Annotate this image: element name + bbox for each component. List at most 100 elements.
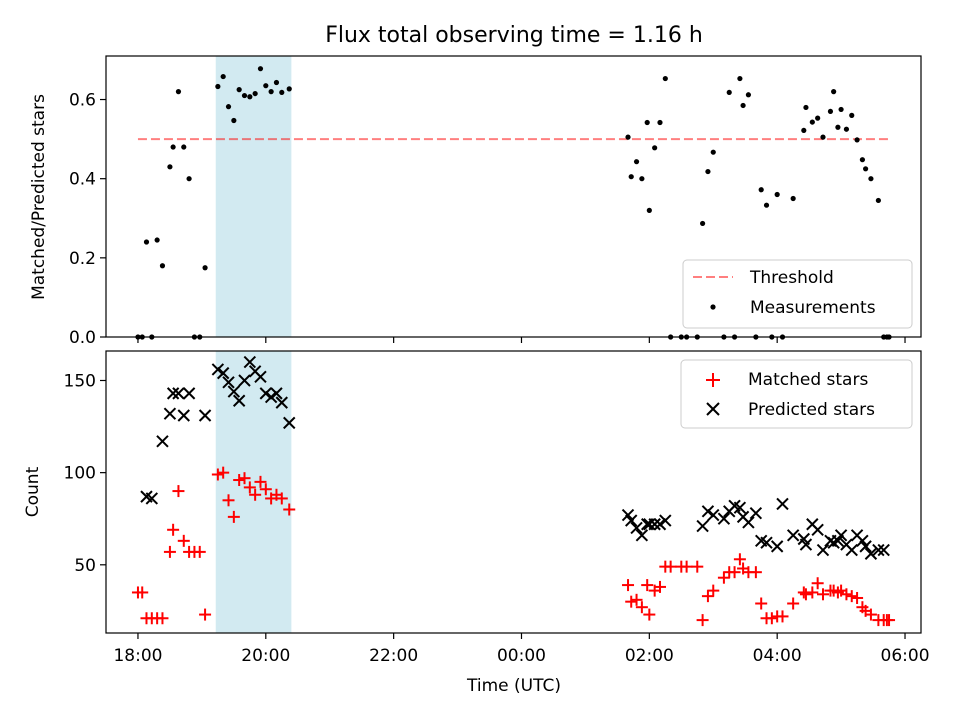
predicted-star-point — [156, 435, 169, 448]
predicted-star-point — [259, 387, 273, 400]
measurement-point — [700, 220, 706, 227]
predicted-star-point — [859, 540, 872, 553]
x-tick-label: 22:00 — [369, 646, 418, 666]
legend-measurements-label: Measurements — [750, 298, 876, 318]
measurement-point — [868, 176, 874, 182]
top-highlight-span — [215, 56, 292, 337]
matched-star-point — [749, 566, 762, 579]
measurement-point — [849, 112, 855, 118]
measurement-point — [215, 83, 221, 90]
predicted-star-point — [643, 518, 656, 531]
count-panel: 50 100 150 18:00 20:00 22:00 00:00 02:00 04:00 0… — [23, 350, 930, 696]
matched-star-point — [233, 474, 246, 487]
matched-star-point — [717, 571, 730, 584]
measurement-point — [710, 149, 716, 155]
top-legend-box — [682, 259, 913, 329]
x-tick-label: 00:00 — [497, 646, 546, 666]
legend-predicted-swatch — [706, 402, 720, 416]
chart-title: Flux total observing time = 1.16 h — [325, 23, 703, 48]
measurement-point — [143, 239, 150, 245]
predicted-star-point — [243, 355, 257, 369]
predicted-star-point — [648, 518, 661, 531]
predicted-star-point — [864, 547, 878, 560]
matched-star-point — [254, 475, 267, 488]
predicted-star-point — [707, 508, 720, 522]
measurement-point — [831, 89, 837, 95]
measurement-point — [170, 144, 176, 150]
legend-matched-swatch — [706, 373, 720, 387]
x-tick-label: 06:00 — [881, 646, 930, 666]
top-legend: Threshold Measurements — [682, 259, 913, 329]
measurement-point — [625, 134, 631, 140]
matched-star-point — [217, 466, 230, 479]
predicted-star-point — [749, 506, 763, 520]
matched-star-point — [211, 468, 224, 481]
measurement-point — [859, 157, 866, 163]
matched-star-point — [799, 588, 812, 601]
predicted-star-point — [742, 516, 755, 529]
bottom-legend-box — [680, 359, 913, 429]
predicted-star-point — [270, 387, 283, 400]
matched-star-point — [622, 579, 635, 592]
bottom-x-ticks: 18:00 20:00 22:00 00:00 02:00 04:00 06:00 — [113, 633, 930, 666]
matched-star-point — [653, 580, 666, 593]
measurement-point — [241, 92, 248, 99]
matched-star-point — [249, 488, 262, 501]
measurement-point — [838, 106, 844, 113]
y-tick-label: 0.0 — [69, 328, 96, 348]
bottom-axes-frame — [105, 350, 922, 634]
predicted-star-point — [799, 538, 813, 551]
bottom-highlight-span — [215, 351, 292, 633]
legend-threshold-label: Threshold — [749, 268, 834, 288]
matched-star-point — [733, 553, 746, 566]
predicted-star-point — [177, 409, 190, 422]
predicted-star-point — [877, 543, 890, 557]
matched-star-point — [275, 492, 288, 505]
predicted-stars-points — [140, 355, 890, 560]
measurement-point — [263, 83, 269, 89]
matched-star-point — [864, 608, 877, 621]
predicted-star-point — [733, 501, 747, 514]
matched-star-point — [163, 545, 176, 558]
matched-star-point — [701, 590, 714, 603]
measurement-point — [740, 102, 746, 109]
measurement-point — [279, 89, 285, 96]
matched-star-point — [630, 593, 643, 606]
predicted-star-point — [232, 394, 246, 407]
measurement-point — [628, 174, 634, 180]
matched-star-point — [776, 610, 789, 623]
predicted-star-point — [659, 514, 672, 527]
x-tick-label: 18:00 — [113, 646, 162, 666]
measurement-points — [135, 66, 892, 340]
predicted-star-point — [625, 514, 638, 527]
x-tick-label: 04:00 — [753, 646, 802, 666]
measurement-point — [646, 207, 652, 213]
predicted-star-point — [254, 370, 267, 384]
predicted-star-point — [227, 385, 241, 398]
predicted-star-point — [811, 523, 824, 536]
predicted-star-point — [264, 390, 278, 404]
predicted-star-point — [776, 497, 789, 511]
measurement-point — [639, 176, 645, 182]
measurement-point — [657, 119, 663, 126]
ratio-panel: 0.0 0.2 0.4 0.6 Matched/Predicted stars Thr… — [29, 55, 922, 348]
predicted-star-point — [238, 374, 251, 387]
matched-star-point — [635, 601, 648, 614]
measurement-point — [726, 89, 732, 96]
predicted-star-point — [166, 387, 180, 400]
matched-star-point — [755, 597, 768, 610]
predicted-star-point — [786, 529, 800, 542]
predicted-star-point — [216, 366, 230, 380]
measurement-point — [803, 104, 809, 111]
measurement-point — [835, 124, 841, 130]
bottom-xlabel: Time (UTC) — [466, 676, 561, 696]
matched-star-point — [707, 584, 720, 597]
matched-star-point — [765, 612, 778, 625]
measurement-point — [202, 265, 208, 271]
predicted-star-point — [275, 396, 288, 409]
measurement-point — [236, 87, 242, 93]
predicted-star-point — [211, 363, 225, 376]
measurement-point — [286, 86, 292, 92]
measurement-point — [225, 104, 232, 110]
y-tick-label: 50 — [74, 556, 96, 576]
